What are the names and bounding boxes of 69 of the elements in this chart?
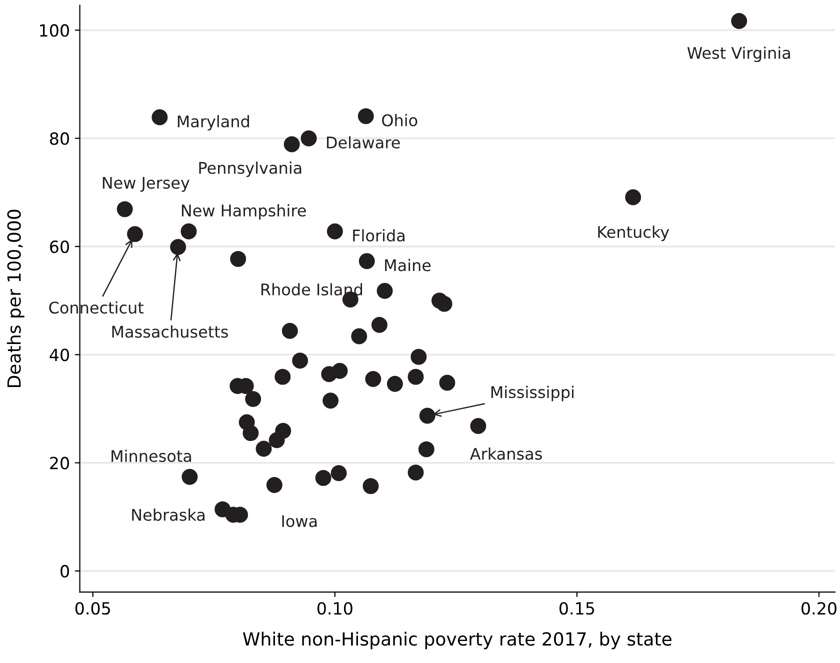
point	[284, 136, 300, 152]
point	[408, 464, 424, 481]
point	[182, 468, 198, 485]
point	[274, 368, 291, 385]
point	[439, 374, 456, 391]
point	[268, 432, 285, 448]
y-tick-label: 20	[50, 456, 69, 470]
x-tick-label: 0.05	[75, 602, 110, 615]
annotation: West Virginia	[687, 46, 790, 62]
annotation: Pennsylvania	[199, 162, 302, 178]
point	[418, 441, 434, 458]
annotation: Iowa	[282, 515, 317, 528]
point	[315, 470, 332, 486]
annotation: Maine	[385, 258, 431, 272]
point	[419, 408, 436, 424]
y-tick-label: 60	[50, 240, 69, 254]
y-tick-label: 100	[40, 24, 69, 37]
annotation: Mississippi	[491, 386, 574, 402]
point	[625, 189, 642, 206]
point	[292, 352, 308, 369]
y-tick-label: 0	[60, 564, 69, 578]
y-tick-label: 80	[50, 132, 69, 145]
annotation: Delaware	[327, 136, 400, 149]
point	[300, 130, 317, 146]
point	[330, 465, 347, 482]
point	[326, 223, 343, 240]
annotation: New Jersey	[102, 176, 190, 192]
annotation: Nebraska	[132, 508, 204, 521]
point	[170, 239, 186, 256]
point	[470, 418, 486, 434]
x-axis-title: White non-Hispanic poverty rate 2017, by state	[242, 632, 672, 650]
point	[436, 296, 452, 312]
point	[116, 201, 133, 218]
point	[266, 477, 282, 493]
point	[376, 282, 393, 299]
point	[322, 392, 339, 409]
point	[408, 368, 424, 385]
point	[365, 371, 382, 387]
point	[332, 362, 348, 379]
annotation: Kentucky	[598, 226, 670, 242]
annotation: Rhode Island	[261, 283, 362, 296]
annotation: New Hampshire	[182, 204, 306, 220]
annotation: Arkansas	[470, 447, 542, 460]
point	[127, 226, 143, 242]
x-tick-label: 0.15	[559, 602, 594, 615]
point	[358, 253, 375, 270]
point	[386, 376, 403, 392]
x-tick-label: 0.10	[317, 602, 352, 615]
point	[245, 391, 262, 407]
annotation: Ohio	[382, 114, 418, 126]
annotation: Minnesota	[112, 450, 192, 462]
point	[282, 322, 298, 339]
point	[152, 109, 168, 126]
point	[731, 13, 748, 29]
point	[358, 108, 374, 124]
point	[230, 250, 246, 267]
point	[351, 328, 368, 344]
point	[371, 316, 388, 333]
x-tick-label: 0.20	[802, 602, 836, 615]
y-axis-title: Deaths per 100,000	[6, 210, 24, 387]
point	[180, 223, 197, 240]
point	[410, 348, 427, 365]
annotation: Florida	[353, 229, 404, 242]
point	[242, 425, 259, 442]
y-tick-label: 40	[50, 348, 69, 362]
annotation: Maryland	[178, 115, 249, 131]
point	[256, 440, 272, 457]
point	[362, 478, 379, 494]
annotation: Massachusetts	[112, 325, 228, 338]
